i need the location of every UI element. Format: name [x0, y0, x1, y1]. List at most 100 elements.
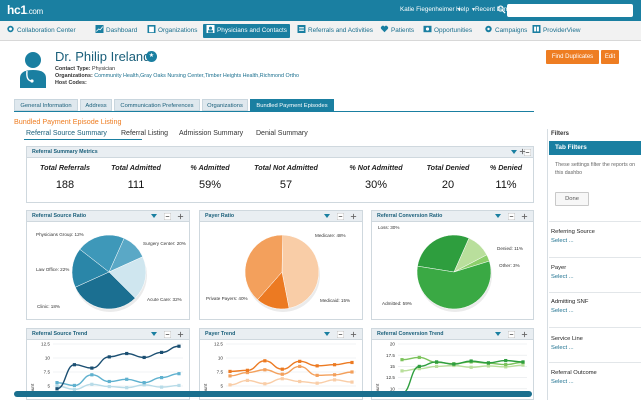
panel-dropdown-icon[interactable] — [151, 332, 157, 336]
pie-slice[interactable] — [79, 234, 125, 273]
data-point[interactable] — [521, 360, 525, 364]
data-point[interactable] — [107, 355, 111, 359]
data-point[interactable] — [125, 386, 129, 390]
panel-minimize-icon[interactable] — [164, 213, 171, 220]
panel-dropdown-icon[interactable] — [511, 150, 517, 154]
data-point[interactable] — [55, 384, 59, 388]
data-point[interactable] — [245, 370, 250, 375]
panel-minimize-icon[interactable] — [164, 331, 171, 338]
data-point[interactable] — [263, 359, 267, 363]
data-point[interactable] — [55, 381, 59, 385]
subtab-admission-summary[interactable]: Admission Summary — [179, 130, 244, 137]
data-point[interactable] — [332, 373, 337, 377]
data-point[interactable] — [504, 363, 508, 367]
data-point[interactable] — [417, 364, 421, 368]
panel-add-icon[interactable] — [350, 331, 357, 338]
tab-general-information[interactable]: General Information — [14, 99, 78, 111]
data-point[interactable] — [228, 374, 232, 378]
data-point[interactable] — [298, 379, 302, 384]
nav-dashboard[interactable]: Dashboard — [95, 24, 137, 38]
panel-add-icon[interactable] — [177, 213, 184, 220]
global-search-input[interactable] — [507, 4, 633, 17]
data-point[interactable] — [245, 378, 250, 382]
app-logo[interactable]: hc1.com — [7, 3, 43, 17]
pie-slice[interactable] — [244, 234, 284, 301]
pie-slice[interactable] — [281, 234, 320, 309]
data-point[interactable] — [142, 381, 146, 385]
data-point[interactable] — [400, 358, 404, 362]
data-point[interactable] — [72, 383, 77, 388]
filter-select-payer[interactable]: Select ... — [551, 274, 574, 280]
panel-add-icon[interactable] — [177, 331, 184, 338]
data-point[interactable] — [142, 383, 146, 387]
data-point[interactable] — [159, 350, 164, 354]
panel-dropdown-icon[interactable] — [495, 214, 501, 218]
data-point[interactable] — [280, 372, 284, 376]
data-point[interactable] — [90, 366, 94, 370]
data-point[interactable] — [72, 363, 77, 367]
filters-header[interactable]: Filters — [551, 131, 570, 137]
data-point[interactable] — [434, 360, 439, 364]
data-point[interactable] — [350, 370, 354, 374]
data-point[interactable] — [469, 359, 473, 363]
data-point[interactable] — [332, 378, 337, 382]
nav-providerview[interactable]: ProviderView — [532, 24, 581, 38]
nav-opportunities[interactable]: Opportunities — [423, 24, 472, 38]
data-point[interactable] — [350, 360, 354, 365]
data-point[interactable] — [263, 368, 267, 372]
subtab-denial-summary[interactable]: Denial Summary — [256, 130, 308, 137]
data-point[interactable] — [315, 364, 319, 368]
data-point[interactable] — [521, 363, 525, 367]
data-point[interactable] — [107, 384, 111, 389]
filter-select-referring-source[interactable]: Select ... — [551, 238, 574, 244]
nav-collaboration-center[interactable]: Collaboration Center — [6, 24, 76, 38]
data-point[interactable] — [315, 373, 319, 377]
data-point[interactable] — [434, 364, 439, 368]
panel-minimize-icon[interactable] — [508, 331, 515, 338]
data-point[interactable] — [298, 364, 302, 368]
data-point[interactable] — [452, 362, 456, 366]
panel-dropdown-icon[interactable] — [151, 214, 157, 218]
panel-add-icon[interactable] — [519, 148, 526, 155]
organizations-links[interactable]: Community Health,Gray Oaks Nursing Cente… — [94, 73, 299, 79]
data-point[interactable] — [142, 355, 146, 360]
search-icon[interactable] — [497, 4, 506, 15]
tab-address[interactable]: Address — [80, 99, 112, 111]
panel-minimize-icon[interactable] — [337, 331, 344, 338]
data-point[interactable] — [504, 358, 508, 363]
filter-select-admitting-snf[interactable]: Select ... — [551, 308, 574, 314]
panel-add-icon[interactable] — [521, 331, 528, 338]
tab-organizations[interactable]: Organizations — [202, 99, 248, 111]
panel-add-icon[interactable] — [350, 213, 357, 220]
subtab-referral-listing[interactable]: Referral Listing — [121, 130, 169, 137]
data-point[interactable] — [159, 376, 164, 380]
panel-dropdown-icon[interactable] — [495, 332, 501, 336]
pie-slice[interactable] — [108, 256, 147, 299]
data-point[interactable] — [55, 387, 59, 391]
data-point[interactable] — [417, 367, 421, 371]
panel-minimize-icon[interactable] — [337, 213, 344, 220]
done-button[interactable]: Done — [555, 192, 589, 206]
data-point[interactable] — [177, 372, 181, 376]
data-point[interactable] — [125, 377, 129, 381]
tab-communication-preferences[interactable]: Communication Preferences — [114, 99, 200, 111]
data-point[interactable] — [280, 377, 284, 381]
filter-select-service-line[interactable]: Select ... — [551, 345, 574, 351]
data-point[interactable] — [315, 381, 319, 385]
data-point[interactable] — [486, 364, 491, 368]
nav-physicians-and-contacts[interactable]: Physicians and Contacts — [203, 24, 290, 38]
tab-bundled-payment-episodes[interactable]: Bundled Payment Episodes — [250, 99, 334, 111]
data-point[interactable] — [228, 369, 232, 374]
data-point[interactable] — [486, 361, 491, 365]
panel-add-icon[interactable] — [521, 213, 528, 220]
nav-campaigns[interactable]: Campaigns — [484, 24, 527, 38]
data-point[interactable] — [263, 382, 267, 386]
data-point[interactable] — [107, 379, 111, 384]
data-point[interactable] — [504, 365, 508, 369]
nav-organizations[interactable]: Organizations — [147, 24, 197, 38]
data-point[interactable] — [417, 355, 421, 360]
find-duplicates-button[interactable]: Find Duplicates — [546, 50, 599, 64]
subtab-referral-source-summary[interactable]: Referral Source Summary — [26, 130, 107, 137]
user-menu[interactable]: Katie Fiegenheimer ▼ — [400, 6, 462, 13]
filter-select-referral-outcome[interactable]: Select ... — [551, 379, 574, 385]
